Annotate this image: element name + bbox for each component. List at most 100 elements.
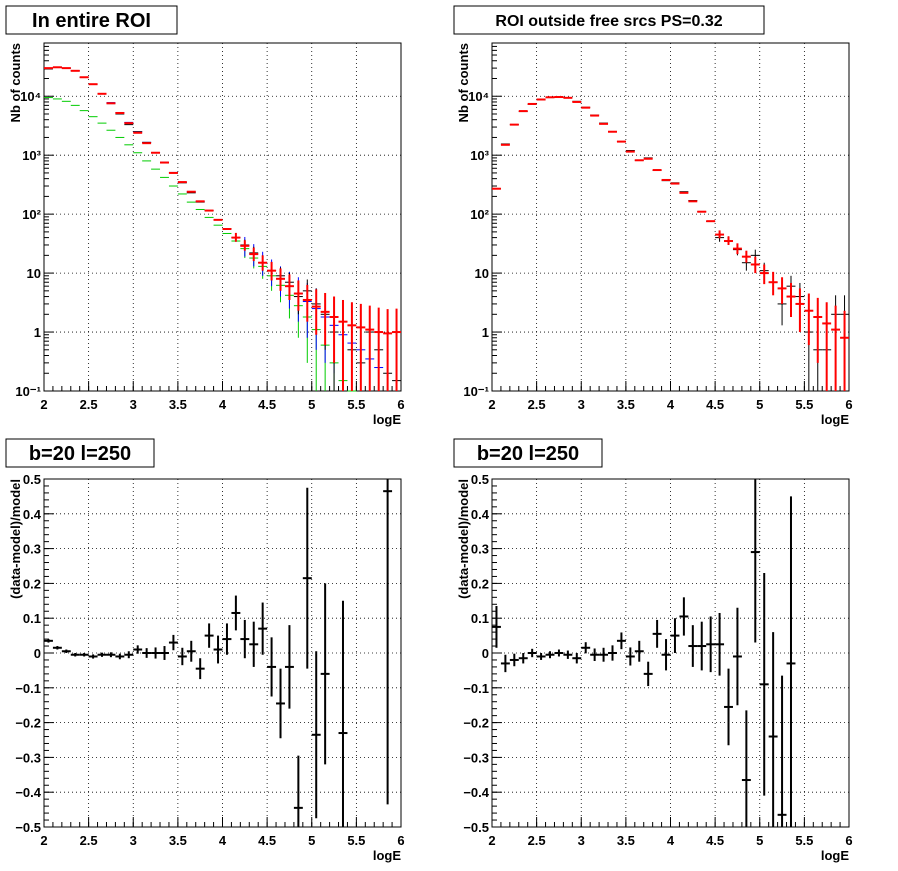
panel-residuals-left: 2 2.5 3 3.5 4 4.5 5 5.5 6 −0.5 −0.4 −0.3 −0.2 −0.1 0 0.… (5, 438, 405, 863)
data-point (204, 623, 214, 648)
x-tick-label: 2 (488, 833, 495, 848)
y-tick-label: 0.4 (23, 507, 42, 522)
data-point (293, 755, 303, 827)
x-tick-label: 6 (397, 397, 404, 412)
data-series (492, 96, 849, 391)
data-point (500, 654, 510, 673)
data-point (590, 648, 600, 662)
data-series (44, 479, 393, 827)
data-point (222, 623, 232, 655)
data-point (741, 250, 751, 263)
data-point (643, 661, 653, 687)
data-point (195, 658, 205, 680)
x-tick-label: 4 (667, 833, 675, 848)
y-tick-label: 0.4 (471, 507, 490, 522)
data-point (258, 255, 268, 271)
data-point (392, 308, 401, 391)
title-box (453, 5, 765, 35)
y-tick-label: 10² (470, 207, 489, 222)
x-tick-label: 5.5 (347, 833, 365, 848)
data-point (231, 232, 241, 242)
data-point (724, 668, 733, 746)
panel-roi-outside-sources-spectrum: 2 2.5 3 3.5 4 4.5 5 5.5 6 10⁻¹ 1 10 10² 10³ 10⁴ logE Nb … (453, 5, 853, 427)
y-tick-label: 0.1 (471, 611, 489, 626)
y-tick-label: −0.3 (463, 750, 489, 765)
data-point (302, 284, 312, 322)
data-point (320, 292, 330, 346)
panel-residuals-right: 2 2.5 3 3.5 4 4.5 5 5.5 6 −0.5 −0.4 −0.3 −0.2 −0.1 0 0.… (453, 438, 853, 863)
data-point (88, 654, 98, 659)
x-tick-label: 4 (219, 833, 227, 848)
x-tick-label: 3 (130, 833, 137, 848)
data-point (311, 651, 321, 819)
y-tick-label: −0.1 (15, 681, 41, 696)
data-point (840, 310, 849, 391)
data-point (625, 647, 635, 666)
data-point (599, 647, 609, 662)
x-tick-label: 2.5 (80, 833, 98, 848)
data-point (284, 625, 294, 709)
x-tick-label: 2 (488, 397, 495, 412)
y-tick-label: −0.1 (463, 681, 489, 696)
data-point (133, 645, 143, 654)
x-tick-label: 2 (40, 833, 47, 848)
data-point (347, 302, 357, 391)
x-tick-label: 5 (308, 833, 315, 848)
data-point (777, 675, 787, 827)
data-point (759, 264, 769, 285)
data-point (240, 240, 250, 251)
y-tick-label: 1 (34, 325, 41, 340)
x-tick-label: 6 (397, 833, 404, 848)
x-tick-label: 4.5 (706, 833, 724, 848)
chart-title: ROI outside free srcs PS=0.32 (495, 13, 722, 30)
y-tick-label: 0.5 (23, 472, 41, 487)
y-axis-title: (data-model)/model (456, 479, 471, 599)
data-point (545, 651, 555, 659)
y-tick-label: 0.2 (471, 576, 489, 591)
data-point (267, 637, 277, 697)
x-tick-label: 3 (578, 397, 585, 412)
data-point (338, 299, 348, 391)
data-point (768, 632, 778, 827)
y-tick-label: 10³ (22, 148, 41, 163)
x-tick-label: 3.5 (617, 833, 635, 848)
data-point (142, 648, 152, 658)
y-tick-label: 10⁴ (20, 89, 41, 104)
y-tick-label: 0.3 (23, 542, 41, 557)
data-point (320, 583, 330, 765)
data-point (688, 625, 698, 667)
x-tick-label: 5 (756, 397, 763, 412)
x-tick-label: 5.5 (795, 833, 813, 848)
x-tick-label: 2 (40, 397, 47, 412)
y-tick-label: −0.5 (15, 820, 41, 835)
data-point (732, 607, 742, 706)
data-point (750, 256, 760, 274)
x-tick-label: 4.5 (706, 397, 724, 412)
y-axis-title: Nb of counts (456, 43, 471, 122)
data-point (608, 645, 617, 661)
data-point (661, 639, 671, 671)
data-point (168, 634, 178, 651)
x-axis-title: logE (821, 412, 849, 427)
data-point (293, 280, 303, 311)
data-point (284, 274, 294, 300)
y-tick-label: 0.2 (23, 576, 41, 591)
data-point (492, 606, 501, 648)
x-tick-label: 3.5 (617, 397, 635, 412)
data-point (302, 487, 312, 669)
data-point (383, 479, 393, 805)
data-point (365, 305, 375, 391)
data-point (106, 652, 116, 658)
data-point (732, 243, 742, 255)
data-point (795, 288, 805, 333)
data-series (492, 479, 796, 827)
data-point (79, 653, 89, 657)
x-axis-title: logE (821, 848, 849, 863)
data-point (186, 640, 196, 662)
data-point (115, 653, 125, 660)
data-point (804, 293, 814, 346)
y-tick-label: 0.3 (471, 542, 489, 557)
x-tick-label: 4.5 (258, 397, 276, 412)
y-tick-label: 10⁻¹ (15, 384, 41, 399)
